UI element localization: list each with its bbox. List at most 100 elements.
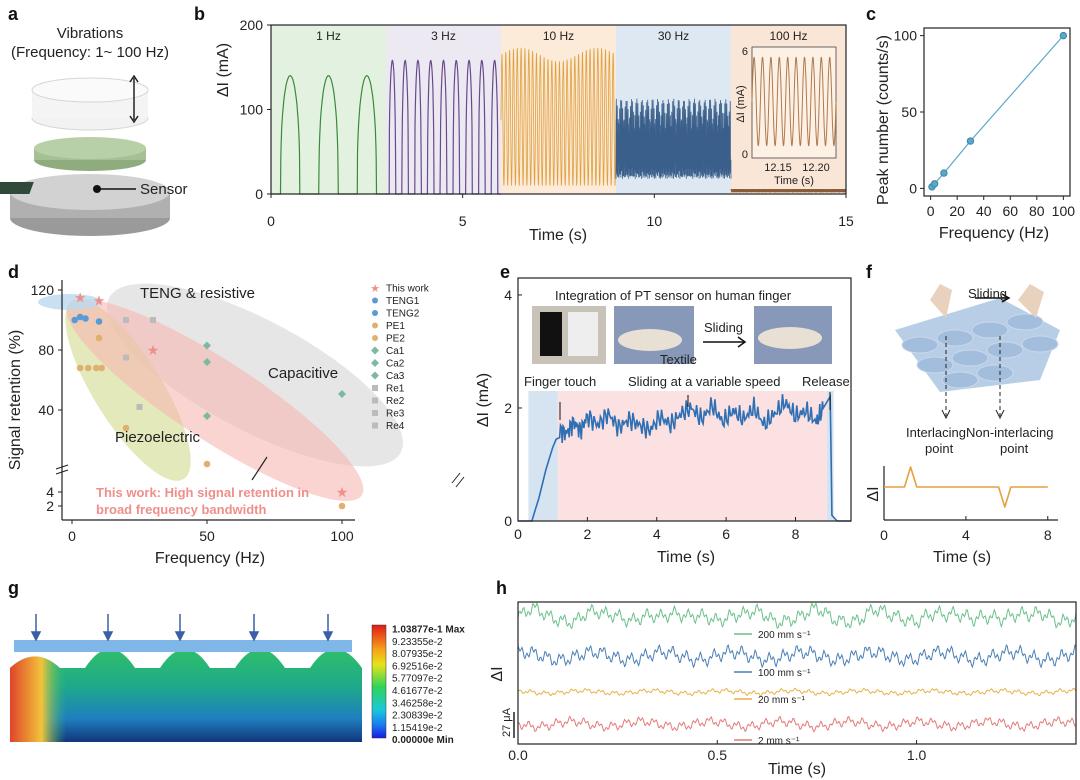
d-point-6-0: [338, 390, 346, 398]
b-ytick-1: 100: [240, 102, 264, 118]
d-xtick-1: 50: [199, 528, 215, 544]
d-point-7-1: [203, 412, 211, 420]
d-legend-marker-4: [372, 335, 378, 341]
e-xtick-3: 6: [722, 526, 730, 542]
d-ytick-0: 2: [46, 498, 54, 514]
inset-xlabel: Time (s): [774, 175, 814, 187]
panel-d-ylabel: Signal retention (%): [7, 330, 24, 471]
d-legend-label-4: PE2: [386, 334, 405, 345]
colorbar-label-6: 3.46258e-2: [392, 698, 443, 709]
f-trace: [884, 466, 1048, 508]
colorbar-label-9: 0.00000e Min: [392, 735, 454, 746]
d-point-4-2: [203, 460, 211, 468]
h-xtick-1: 0.5: [708, 747, 728, 763]
this-work-note-1: This work: High signal retention in: [96, 485, 309, 500]
d-point-1-0: [71, 316, 78, 324]
segment-bg-0: [271, 25, 386, 194]
d-legend-label-7: Ca3: [386, 371, 405, 382]
panel-g-label: g: [8, 578, 19, 598]
d-ytick-4: 120: [31, 282, 55, 298]
e-ytick-1: 2: [504, 400, 512, 416]
panel-b-ylabel: ΔI (mA): [215, 43, 232, 97]
f-xtick-2: 8: [1044, 527, 1052, 543]
inset-trace: [751, 56, 837, 147]
panel-e-label: e: [500, 262, 510, 282]
sliding-variable-label: Sliding at a variable speed: [628, 374, 781, 389]
panel-h-label: h: [496, 578, 507, 598]
h-legend-label-2: 20 mm s⁻¹: [758, 695, 806, 706]
panel-h-frame: [517, 601, 1077, 745]
panel-d-xlabel: Frequency (Hz): [155, 550, 265, 567]
e-ytick-0: 0: [504, 513, 512, 529]
panel-b-traces: [271, 47, 847, 195]
d-legend-label-6: Ca2: [386, 359, 405, 370]
e-region-0: [528, 391, 558, 521]
finger-touch-label: Finger touch: [524, 374, 596, 389]
panel-h: h 200 mm s⁻¹ 100 mm s⁻¹ 20 mm s⁻¹ 2 mm s⁻¹ 0…: [489, 578, 1077, 778]
interlacing-label-1: Interlacing: [906, 425, 966, 440]
colorbar-label-1: 9.23355e-2: [392, 637, 443, 648]
panel-b-xlabel: Time (s): [529, 227, 587, 244]
panel-d-label: d: [8, 262, 19, 282]
segment-label-1: 3 Hz: [431, 29, 456, 43]
d-point-3-0: [76, 364, 84, 372]
f-xtick-0: 0: [880, 527, 888, 543]
panel-c-ylabel: Peak number (counts/s): [875, 35, 892, 205]
d-legend-label-0: This work: [386, 284, 430, 295]
panel-a-title: Vibrations: [57, 25, 123, 42]
d-point-5-0: [203, 341, 211, 350]
h-legend-label-1: 100 mm s⁻¹: [758, 668, 811, 679]
d-point-4-1: [122, 424, 130, 432]
b-xtick-2: 10: [647, 213, 663, 229]
d-ytick-2: 40: [38, 402, 54, 418]
inset-ytick-bottom: 0: [742, 149, 748, 161]
d-point-3-1: [84, 364, 92, 372]
panel-e-frame: [517, 277, 852, 522]
d-legend-marker-7: [371, 371, 379, 380]
panel-e-xlabel: Time (s): [657, 549, 715, 566]
panel-e-plot: 0 2 4 6 8 0 2 4: [504, 287, 851, 542]
d-point-3-2: [93, 364, 100, 372]
capacitive-label: Capacitive: [268, 365, 338, 382]
panel-b-label: b: [194, 4, 205, 24]
d-ytick-1: 4: [46, 484, 54, 500]
d-legend-marker-0: ★: [370, 282, 380, 295]
d-legend-marker-6: [371, 359, 379, 367]
piezoelectric-label: Piezoelectric: [115, 429, 201, 446]
fem-simulation: [10, 614, 362, 742]
trace-1hz: [271, 75, 386, 195]
b-ytick-2: 200: [240, 17, 264, 33]
c-xtick-3: 60: [1002, 203, 1018, 219]
inset-xtick-1: 12.20: [802, 162, 830, 174]
scale-bar-label: 27 μA: [501, 707, 513, 737]
e-xtick-0: 0: [514, 526, 522, 542]
panel-g: g: [8, 578, 465, 746]
d-xtick-0: 0: [68, 528, 76, 544]
panel-a: a Vibrations (Frequency: 1~ 100 Hz) Sens…: [0, 4, 188, 236]
teng-resistive-label: TENG & resistive: [140, 285, 255, 302]
panel-h-ylabel: ΔI: [489, 666, 506, 681]
d-ytick-3: 80: [38, 342, 54, 358]
panel-e-title: Integration of PT sensor on human finger: [555, 288, 792, 303]
c-ytick-1: 50: [901, 104, 917, 120]
d-legend-marker-3: [372, 322, 378, 329]
colorbar-labels: 1.03877e-1 Max9.23355e-28.07935e-26.9251…: [392, 625, 465, 747]
trace-10hz: [500, 47, 617, 186]
non-interlacing-label-2: point: [1000, 441, 1029, 456]
c-xtick-0: 0: [927, 203, 935, 219]
d-point-0-0: ★: [74, 291, 87, 307]
vibration-stack-illustration: [0, 74, 170, 236]
panel-f-sliding: Sliding: [968, 286, 1007, 301]
d-point-2-0: [82, 315, 89, 322]
segment-label-4: 100 Hz: [769, 29, 807, 43]
d-point-0-1: ★: [93, 294, 106, 310]
panel-d-points: ★ ★ ★ ★: [71, 291, 348, 510]
release-label: Release: [802, 374, 850, 389]
panel-f-xlabel: Time (s): [933, 549, 991, 566]
d-point-0-3: ★: [336, 485, 349, 501]
c-point-3: [966, 137, 975, 145]
h-trace-1: [517, 643, 1077, 669]
inset-ytick-top: 6: [742, 46, 748, 58]
panel-f-plot: 0 4 8: [880, 466, 1058, 543]
d-legend-marker-2: [372, 310, 378, 316]
